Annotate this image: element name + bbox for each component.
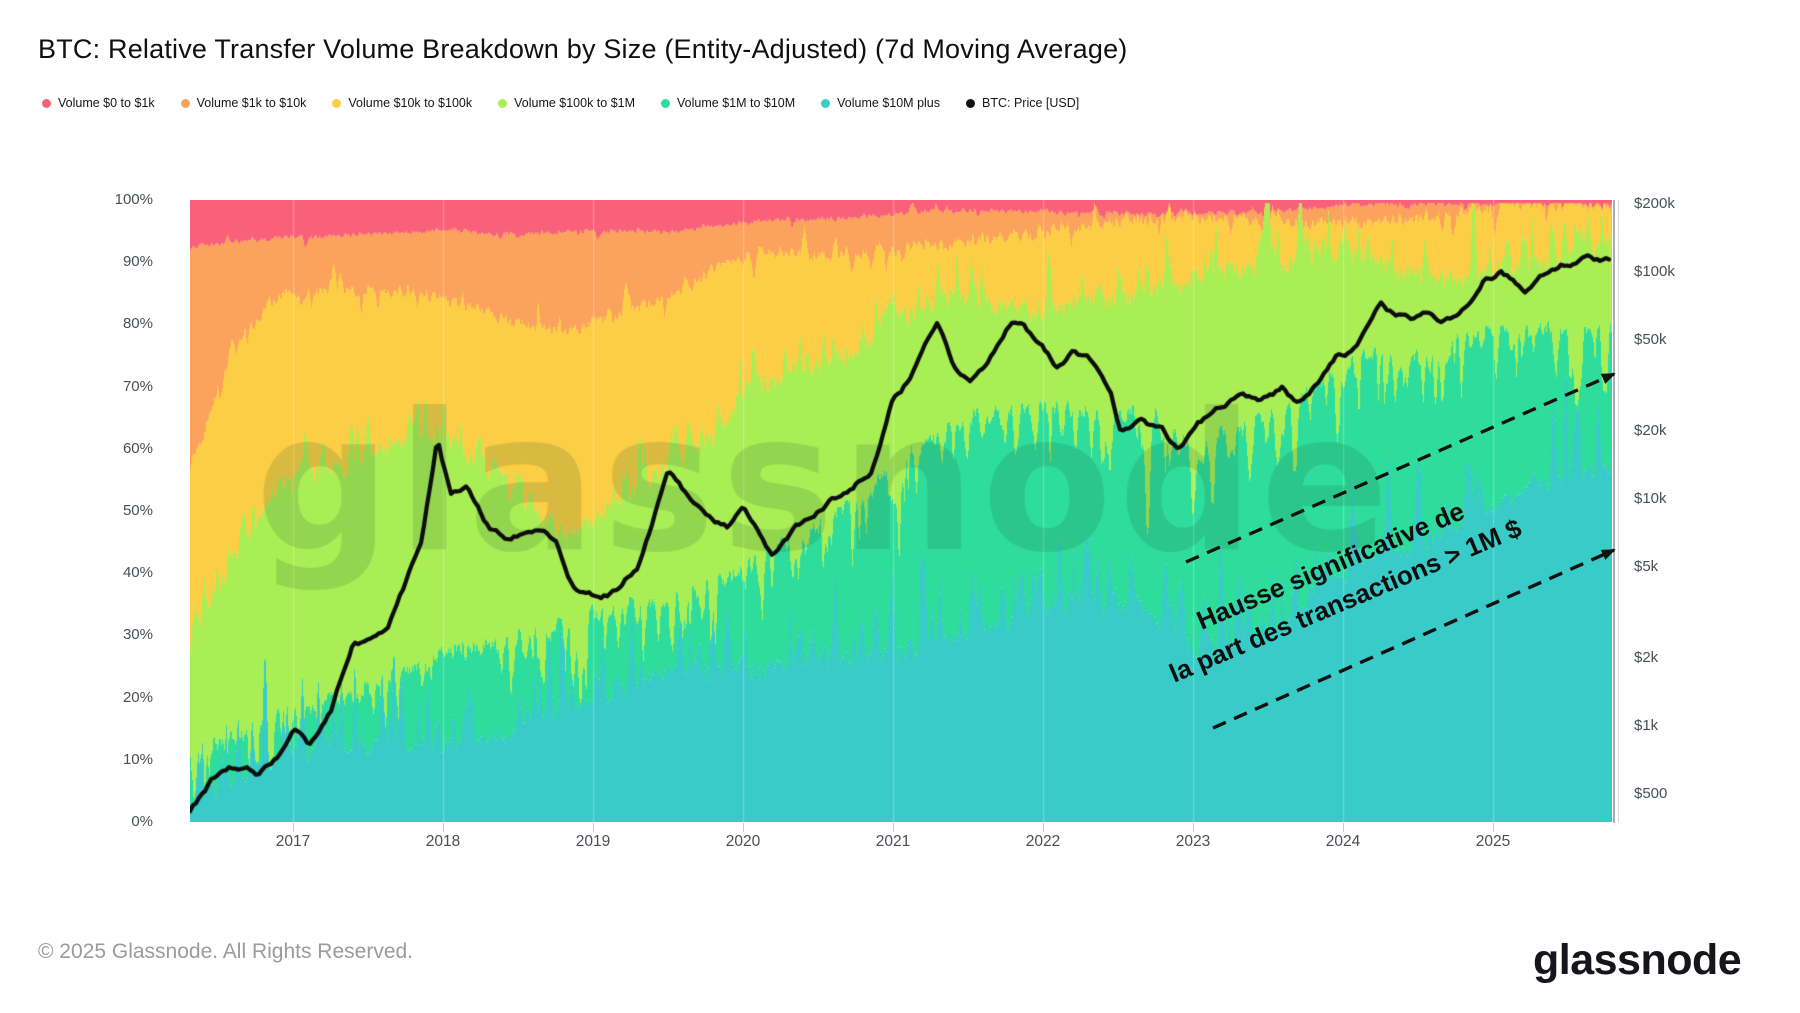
legend-dot	[821, 98, 831, 108]
x-axis-tick-2024: 2024	[1325, 833, 1361, 850]
legend-item-3[interactable]: Volume $100k to $1M	[498, 96, 635, 110]
x-axis-tick-2020: 2020	[725, 833, 761, 850]
legend-item-2[interactable]: Volume $10k to $100k	[332, 96, 472, 110]
right-axis-tick-50k: $50k	[1634, 331, 1667, 349]
legend-item-5[interactable]: Volume $10M plus	[821, 96, 940, 110]
right-axis-tick-2k: $2k	[1634, 648, 1659, 666]
left-axis-tick-60: 60%	[122, 439, 153, 457]
legend-item-0[interactable]: Volume $0 to $1k	[42, 96, 155, 110]
left-axis-tick-70: 70%	[122, 377, 153, 395]
legend-label: Volume $10M plus	[837, 96, 940, 110]
x-tickmark-2023	[1193, 823, 1194, 832]
right-axis-tick-1k: $1k	[1634, 717, 1659, 734]
x-axis-tick-2021: 2021	[875, 833, 911, 850]
legend-item-1[interactable]: Volume $1k to $10k	[180, 96, 307, 110]
left-axis-tick-100: 100%	[114, 191, 153, 208]
x-tickmark-2021	[893, 823, 894, 832]
legend-dot	[332, 98, 342, 108]
left-axis-tick-80: 80%	[122, 315, 153, 333]
x-axis-tick-2023: 2023	[1175, 833, 1211, 850]
x-tickmark-2022	[1043, 823, 1044, 832]
legend-dot	[180, 98, 190, 108]
copyright-text: © 2025 Glassnode. All Rights Reserved.	[38, 940, 414, 963]
legend-item-4[interactable]: Volume $1M to $10M	[661, 96, 795, 110]
left-axis-tick-40: 40%	[122, 564, 153, 582]
left-axis-tick-10: 10%	[122, 750, 153, 768]
right-axis-tick-20k: $20k	[1634, 421, 1667, 439]
x-tickmark-2025	[1493, 823, 1494, 832]
x-axis-tick-2022: 2022	[1025, 833, 1061, 850]
legend-label: Volume $1k to $10k	[196, 96, 307, 110]
legend-dot	[42, 98, 51, 108]
x-tickmark-2024	[1343, 823, 1344, 832]
x-tickmark-2017	[293, 823, 294, 832]
left-axis-tick-50: 50%	[122, 502, 153, 519]
right-axis-separator-line-2	[1618, 200, 1619, 823]
glassnode-logo: glassnode	[1533, 936, 1742, 984]
legend-dot	[966, 98, 975, 108]
right-axis-separator-line	[1613, 200, 1615, 823]
stacked-area-canvas[interactable]	[190, 200, 1612, 822]
legend-label: Volume $0 to $1k	[58, 96, 155, 110]
legend-label: Volume $1M to $10M	[677, 96, 796, 110]
x-tickmark-2018	[443, 823, 444, 832]
legend-label: Volume $100k to $1M	[514, 96, 636, 110]
chart-legend: Volume $0 to $1k Volume $1k to $10k Volume…	[42, 96, 1079, 110]
left-axis-tick-0: 0%	[131, 813, 153, 830]
right-axis-tick-5k: $5k	[1634, 558, 1659, 576]
left-axis-tick-20: 20%	[122, 688, 153, 706]
legend-label: Volume $10k to $100k	[348, 96, 473, 110]
x-tickmark-2020	[743, 823, 744, 832]
legend-label: BTC: Price [USD]	[982, 96, 1080, 110]
right-axis-tick-10k: $10k	[1634, 490, 1667, 507]
legend-item-6[interactable]: BTC: Price [USD]	[966, 96, 1079, 110]
left-axis-tick-90: 90%	[122, 253, 153, 271]
legend-dot	[661, 98, 671, 108]
right-axis-tick-100k: $100k	[1634, 263, 1675, 280]
legend-dot	[498, 98, 508, 108]
right-axis-tick-200k: $200k	[1634, 194, 1675, 212]
chart-title: BTC: Relative Transfer Volume Breakdown …	[38, 34, 1128, 64]
x-axis-tick-2019: 2019	[575, 833, 611, 850]
x-axis-tick-2025: 2025	[1475, 833, 1511, 850]
left-axis-tick-30: 30%	[122, 626, 153, 644]
x-axis-tick-2017: 2017	[275, 833, 311, 850]
right-axis-tick-500: $500	[1634, 785, 1668, 803]
x-tickmark-2019	[593, 823, 594, 832]
x-axis-tick-2018: 2018	[425, 833, 461, 850]
